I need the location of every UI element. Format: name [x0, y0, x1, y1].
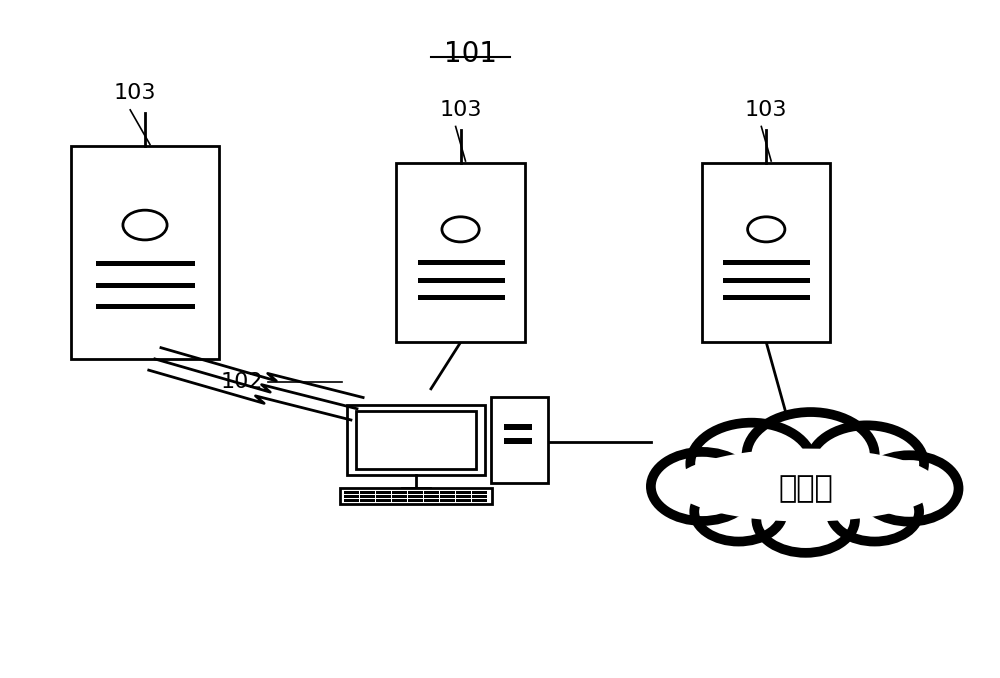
- FancyBboxPatch shape: [440, 495, 455, 498]
- Circle shape: [860, 455, 959, 521]
- FancyBboxPatch shape: [392, 498, 407, 502]
- FancyBboxPatch shape: [702, 163, 830, 342]
- Circle shape: [747, 412, 875, 498]
- FancyBboxPatch shape: [392, 491, 407, 494]
- FancyBboxPatch shape: [344, 491, 359, 494]
- FancyBboxPatch shape: [440, 491, 455, 494]
- Text: 102: 102: [221, 372, 263, 392]
- FancyBboxPatch shape: [344, 498, 359, 502]
- Circle shape: [442, 217, 479, 242]
- FancyBboxPatch shape: [424, 491, 439, 494]
- FancyBboxPatch shape: [504, 438, 532, 444]
- Circle shape: [651, 452, 753, 521]
- FancyBboxPatch shape: [504, 424, 532, 430]
- FancyBboxPatch shape: [347, 405, 485, 475]
- FancyBboxPatch shape: [392, 495, 407, 498]
- FancyBboxPatch shape: [408, 495, 423, 498]
- FancyBboxPatch shape: [408, 498, 423, 502]
- FancyBboxPatch shape: [360, 498, 375, 502]
- Circle shape: [830, 482, 919, 542]
- Text: 103: 103: [439, 100, 482, 120]
- FancyBboxPatch shape: [440, 498, 455, 502]
- Circle shape: [123, 210, 167, 240]
- Circle shape: [690, 422, 813, 505]
- FancyBboxPatch shape: [424, 498, 439, 502]
- FancyBboxPatch shape: [356, 412, 476, 469]
- Text: 互联网: 互联网: [778, 474, 833, 503]
- FancyBboxPatch shape: [396, 163, 525, 342]
- FancyBboxPatch shape: [360, 495, 375, 498]
- Text: 103: 103: [114, 83, 156, 103]
- FancyBboxPatch shape: [472, 495, 487, 498]
- Circle shape: [748, 217, 785, 242]
- Circle shape: [756, 486, 855, 553]
- FancyBboxPatch shape: [376, 498, 391, 502]
- FancyBboxPatch shape: [472, 498, 487, 502]
- FancyBboxPatch shape: [408, 491, 423, 494]
- FancyBboxPatch shape: [340, 487, 492, 504]
- FancyBboxPatch shape: [472, 491, 487, 494]
- Ellipse shape: [673, 449, 939, 521]
- FancyBboxPatch shape: [376, 495, 391, 498]
- Text: 103: 103: [745, 100, 788, 120]
- FancyBboxPatch shape: [360, 491, 375, 494]
- FancyBboxPatch shape: [344, 495, 359, 498]
- FancyBboxPatch shape: [424, 495, 439, 498]
- FancyBboxPatch shape: [456, 498, 471, 502]
- FancyBboxPatch shape: [376, 491, 391, 494]
- FancyBboxPatch shape: [456, 495, 471, 498]
- Text: 101: 101: [444, 40, 497, 68]
- FancyBboxPatch shape: [71, 146, 219, 359]
- Circle shape: [810, 425, 924, 502]
- FancyBboxPatch shape: [456, 491, 471, 494]
- FancyBboxPatch shape: [491, 397, 548, 483]
- Circle shape: [694, 482, 783, 542]
